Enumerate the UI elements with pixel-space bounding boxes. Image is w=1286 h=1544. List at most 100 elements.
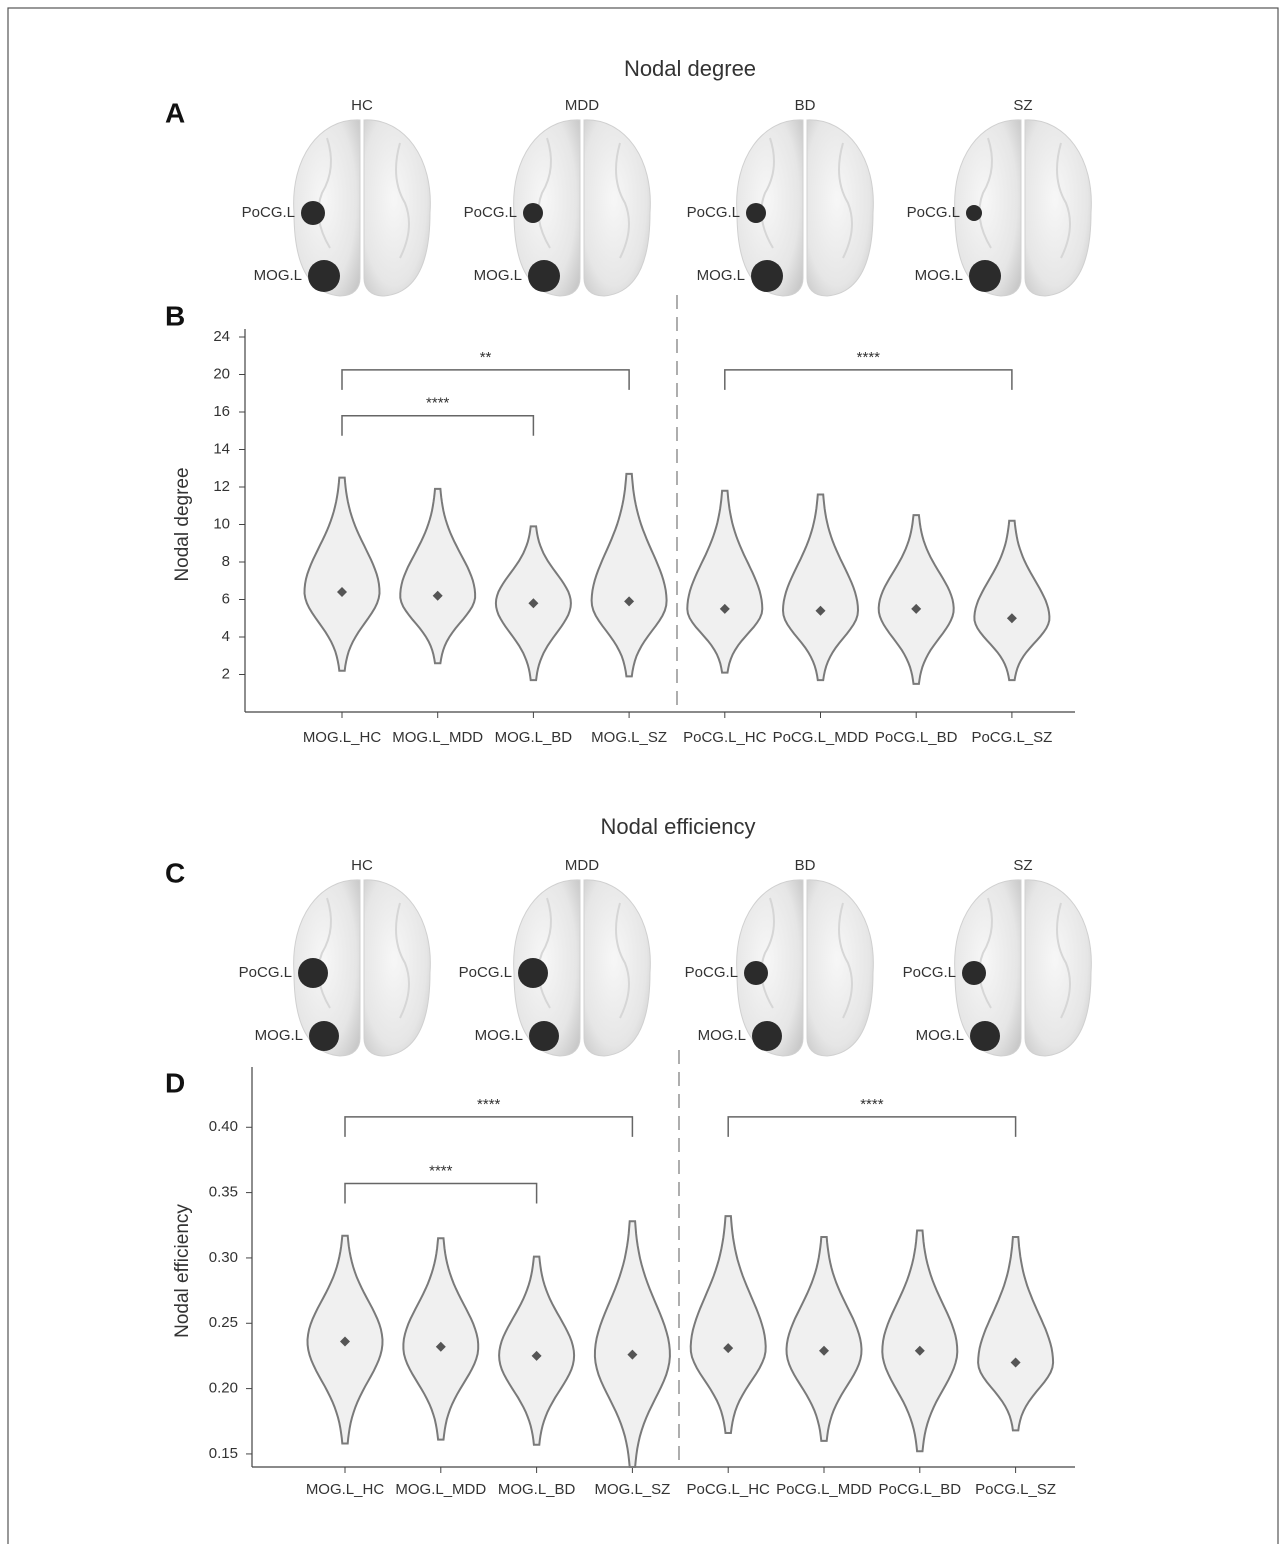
brain-node [752,1021,782,1051]
node-label: PoCG.L [459,964,512,981]
brain-node [518,958,548,988]
group-label: MDD [565,857,599,874]
violin [305,478,380,671]
y-tick-label: 12 [213,478,230,495]
brain-node [308,260,340,292]
significance-bracket [342,416,533,436]
violin [783,495,858,681]
y-tick-label: 6 [222,590,230,607]
brain-node [528,260,560,292]
violin [787,1237,862,1441]
group-label: HC [351,97,373,114]
x-tick-label: PoCG.L_HC [683,729,767,746]
group-label: SZ [1013,97,1032,114]
x-tick-label: PoCG.L_MDD [776,1481,872,1498]
node-label: MOG.L [915,267,963,284]
node-label: PoCG.L [687,204,740,221]
y-tick-label: 20 [213,365,230,382]
node-label: MOG.L [254,267,302,284]
brain-hemisphere [584,120,650,296]
figure: Nodal degree A B HC PoCG.L MOG.L MDD PoCG.L MOG.… [0,0,1286,1544]
x-tick-label: PoCG.L_SZ [975,1481,1056,1498]
y-tick-label: 24 [213,328,230,345]
violin [499,1257,574,1445]
brain-hemisphere [807,880,873,1056]
x-tick-label: MOG.L_MDD [392,729,483,746]
y-tick-label: 10 [213,515,230,532]
brain-node [529,1021,559,1051]
x-tick-label: MOG.L_MDD [395,1481,486,1498]
significance-bracket [345,1117,632,1137]
panel-label: D [165,1067,185,1098]
node-label: PoCG.L [464,204,517,221]
x-tick-label: MOG.L_HC [306,1481,385,1498]
brain-node [969,260,1001,292]
violin [879,515,954,684]
brain-hemisphere [364,120,430,296]
significance-bracket [342,370,629,390]
node-label: PoCG.L [903,964,956,981]
group-label: SZ [1013,857,1032,874]
significance-label: **** [857,349,881,366]
y-axis-label: Nodal degree [172,467,193,581]
brain-node [744,961,768,985]
node-label: PoCG.L [907,204,960,221]
panel-label: A [165,97,185,128]
group-label: MDD [565,97,599,114]
x-tick-label: PoCG.L_BD [875,729,958,746]
violin [687,491,762,673]
y-tick-label: 0.20 [209,1380,238,1397]
y-tick-label: 8 [222,553,230,570]
significance-label: **** [429,1162,453,1179]
violin [691,1216,766,1433]
brain-node [298,958,328,988]
x-tick-label: MOG.L_BD [498,1481,576,1498]
node-label: MOG.L [916,1027,964,1044]
brain-hemisphere [807,120,873,296]
y-tick-label: 2 [222,665,230,682]
brain-node [309,1021,339,1051]
significance-label: ** [480,349,492,366]
node-label: MOG.L [474,267,522,284]
x-tick-label: MOG.L_SZ [591,729,667,746]
group-label: BD [795,97,816,114]
group-label: BD [795,857,816,874]
brain-node [746,203,766,223]
panel-title: Nodal degree [624,56,756,81]
y-tick-label: 0.25 [209,1314,238,1331]
significance-bracket [725,370,1012,390]
violin [595,1221,670,1467]
y-tick-label: 14 [213,440,230,457]
node-label: PoCG.L [242,204,295,221]
violin [882,1231,957,1452]
x-tick-label: MOG.L_HC [303,729,382,746]
brain-node [962,961,986,985]
x-tick-label: MOG.L_BD [495,729,573,746]
node-label: MOG.L [698,1027,746,1044]
node-label: MOG.L [697,267,745,284]
y-axis-label: Nodal efficiency [172,1204,193,1338]
violin [403,1238,478,1439]
brain-node [751,260,783,292]
brain-node [523,203,543,223]
brain-hemisphere [1025,880,1091,1056]
y-tick-label: 4 [222,628,230,645]
significance-label: **** [477,1096,501,1113]
violin [978,1237,1053,1430]
violin [400,489,475,663]
brain-node [970,1021,1000,1051]
brain-node [301,201,325,225]
y-tick-label: 0.35 [209,1184,238,1201]
brain-hemisphere [584,880,650,1056]
y-tick-label: 0.15 [209,1445,238,1462]
brain-node [966,205,982,221]
node-label: PoCG.L [239,964,292,981]
node-label: PoCG.L [685,964,738,981]
significance-label: **** [860,1096,884,1113]
violin [592,474,667,677]
node-label: MOG.L [255,1027,303,1044]
node-label: MOG.L [475,1027,523,1044]
panel-label: B [165,300,185,331]
group-label: HC [351,857,373,874]
y-tick-label: 0.40 [209,1118,238,1135]
